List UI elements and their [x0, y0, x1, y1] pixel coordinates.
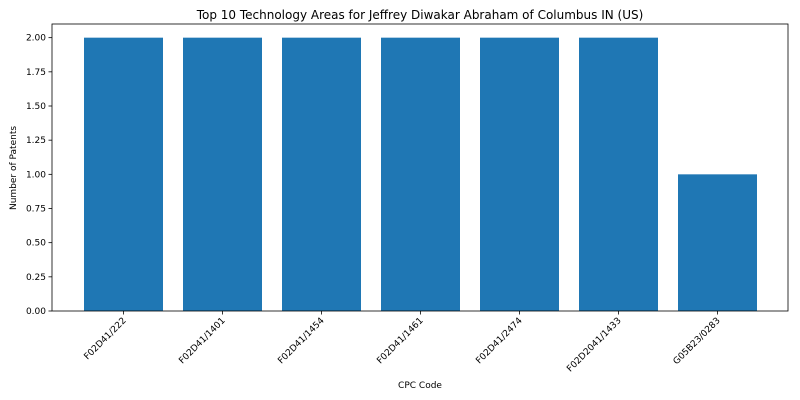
x-tick-label: F02D2041/1433: [565, 316, 623, 374]
bars-group: [84, 38, 757, 311]
y-tick-label: 0.25: [26, 273, 46, 283]
y-tick-label: 2.00: [26, 34, 46, 44]
bar: [282, 38, 361, 311]
y-tick-label: 0.50: [26, 239, 46, 249]
y-axis: 0.00 0.25 0.50 0.75 1.00 1.25 1.50 1.75 2.00: [26, 34, 52, 317]
y-tick-label: 0.00: [26, 307, 46, 317]
x-axis: F02D41/222 F02D41/1401 F02D41/1454 F02D41/1…: [82, 311, 722, 374]
chart-title: Top 10 Technology Areas for Jeffrey Diwa…: [196, 8, 644, 22]
bar: [480, 38, 559, 311]
bar: [678, 174, 757, 311]
bar: [381, 38, 460, 311]
x-tick-label: F02D41/1401: [177, 316, 227, 366]
y-tick-label: 1.00: [26, 170, 46, 180]
y-axis-label: Number of Patents: [9, 126, 19, 210]
x-tick-label: G05B23/0283: [672, 316, 723, 367]
y-tick-label: 1.50: [26, 102, 46, 112]
y-tick-label: 1.75: [26, 68, 46, 78]
x-tick-label: F02D41/1454: [276, 316, 326, 366]
x-axis-label: CPC Code: [398, 381, 442, 391]
bar: [84, 38, 163, 311]
x-tick-label: F02D41/1461: [375, 316, 425, 366]
bar: [579, 38, 658, 311]
y-tick-label: 1.25: [26, 136, 46, 146]
x-tick-label: F02D41/2474: [474, 316, 524, 366]
y-tick-label: 0.75: [26, 205, 46, 215]
bar: [183, 38, 262, 311]
x-tick-label: F02D41/222: [82, 316, 128, 362]
